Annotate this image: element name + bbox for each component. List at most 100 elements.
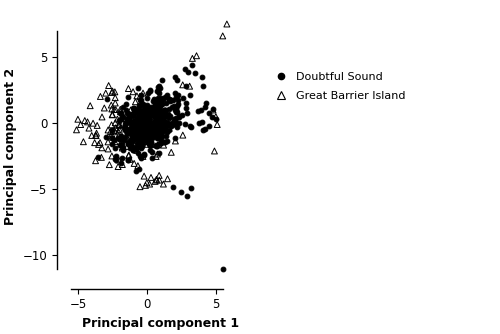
Point xyxy=(154,151,162,157)
Point xyxy=(152,109,160,115)
Point xyxy=(154,117,162,122)
Point xyxy=(146,106,154,112)
Point xyxy=(140,129,147,134)
Point xyxy=(112,107,120,112)
Point xyxy=(104,146,112,152)
Point xyxy=(149,105,157,110)
Point xyxy=(153,135,161,141)
Point xyxy=(132,120,140,126)
Point xyxy=(146,140,154,145)
Point xyxy=(154,134,162,139)
Point xyxy=(138,102,146,108)
Point xyxy=(178,82,186,88)
Point xyxy=(148,131,156,136)
Point xyxy=(142,125,150,130)
Point xyxy=(136,121,143,126)
Point xyxy=(134,135,142,141)
Point xyxy=(182,66,190,72)
Point xyxy=(169,97,177,103)
Point xyxy=(171,121,179,127)
Point xyxy=(168,122,176,128)
Point xyxy=(149,126,157,131)
Point xyxy=(134,141,141,146)
Point xyxy=(175,113,183,119)
Point xyxy=(154,103,162,108)
Point xyxy=(143,105,151,110)
Point xyxy=(134,124,142,129)
Point xyxy=(158,112,166,117)
Point xyxy=(148,136,156,141)
Point xyxy=(142,114,150,119)
Point xyxy=(142,110,150,116)
Point xyxy=(148,131,156,137)
Point xyxy=(106,129,114,134)
Point xyxy=(122,118,130,123)
Point xyxy=(112,100,120,106)
Point xyxy=(119,104,127,110)
Point xyxy=(148,109,156,115)
Point xyxy=(145,121,153,126)
Point xyxy=(134,141,142,146)
Point xyxy=(172,107,179,113)
Point xyxy=(112,120,120,126)
Point xyxy=(118,145,126,151)
Point xyxy=(158,111,166,116)
Point xyxy=(180,121,188,126)
Point xyxy=(163,129,171,135)
Point xyxy=(110,107,118,112)
Point xyxy=(153,104,161,109)
Point xyxy=(159,116,167,121)
Point xyxy=(130,137,138,142)
Point xyxy=(187,185,195,191)
Point xyxy=(201,105,209,110)
Point xyxy=(162,122,170,128)
Point xyxy=(183,193,191,199)
Point xyxy=(154,103,162,109)
Point xyxy=(96,140,104,145)
Point xyxy=(132,131,140,137)
Point xyxy=(129,147,137,152)
Point xyxy=(205,110,213,115)
Point xyxy=(149,110,157,115)
Point xyxy=(146,147,154,153)
Point xyxy=(134,163,142,168)
Point xyxy=(124,158,132,163)
Point xyxy=(182,101,190,106)
Point xyxy=(138,138,146,143)
Point xyxy=(178,189,186,195)
Point xyxy=(218,266,226,272)
Point xyxy=(142,110,150,115)
Point xyxy=(152,143,160,149)
Point xyxy=(142,106,150,111)
Point xyxy=(149,132,157,137)
Point xyxy=(117,133,125,138)
Point xyxy=(152,101,160,106)
Point xyxy=(114,116,122,122)
Point xyxy=(136,144,143,149)
Point xyxy=(152,143,160,149)
Point xyxy=(155,150,163,156)
Point xyxy=(142,183,150,188)
Point xyxy=(150,112,158,118)
Point xyxy=(186,84,194,89)
Point xyxy=(121,123,129,129)
Point xyxy=(213,122,221,127)
Point xyxy=(184,69,192,74)
Point xyxy=(118,156,126,161)
Point xyxy=(108,132,116,137)
Point xyxy=(154,119,162,124)
Point xyxy=(136,118,143,123)
Point xyxy=(158,115,166,121)
Point xyxy=(172,115,179,120)
Point xyxy=(117,116,125,122)
Point xyxy=(139,154,147,159)
Point xyxy=(138,139,146,144)
Point xyxy=(152,102,160,107)
Point xyxy=(115,137,123,142)
Point xyxy=(168,120,175,125)
Point xyxy=(146,131,154,136)
Y-axis label: Principal component 2: Principal component 2 xyxy=(4,68,17,225)
Point xyxy=(182,106,190,111)
Point xyxy=(140,173,148,179)
Point xyxy=(156,131,164,136)
